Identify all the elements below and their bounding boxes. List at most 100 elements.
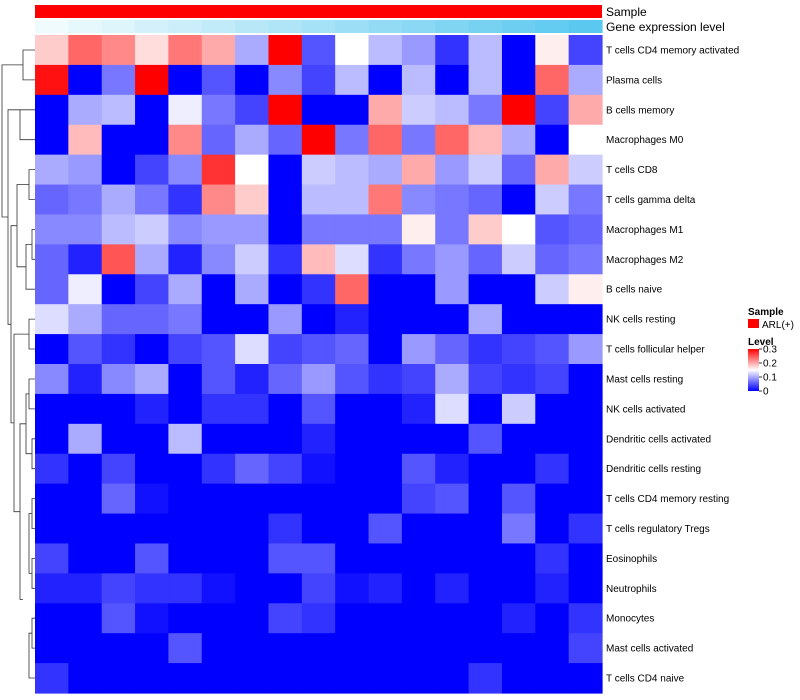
heatmap-cell <box>435 633 470 664</box>
heatmap-cell <box>568 543 603 574</box>
heatmap-cell <box>335 244 370 275</box>
heatmap-cell <box>135 603 170 634</box>
heatmap-cell <box>268 483 303 515</box>
heatmap-cell <box>301 274 336 305</box>
legend-color-bar <box>748 349 759 391</box>
heatmap-cell <box>101 364 136 395</box>
legend-ticks: 0.3 0.2 0.1 0 <box>759 345 777 398</box>
heatmap-cell <box>168 64 203 96</box>
heatmap-cell <box>35 214 69 245</box>
heatmap-cell <box>435 423 470 455</box>
heatmap-cell <box>101 64 136 96</box>
heatmap-cell <box>101 513 136 545</box>
gene-expression-annotation-cell <box>435 20 470 33</box>
heatmap-cell <box>268 453 303 485</box>
heatmap-cell <box>168 393 203 425</box>
row-label: B cells naive <box>606 285 663 296</box>
heatmap-cell <box>368 603 403 634</box>
heatmap-cell <box>535 184 570 216</box>
row-label: T cells gamma delta <box>606 195 696 206</box>
heatmap-cell <box>301 603 336 634</box>
heatmap-cell <box>501 244 536 275</box>
heatmap-cell <box>368 423 403 455</box>
heatmap-cell <box>235 304 270 335</box>
heatmap-cell <box>335 364 370 395</box>
heatmap-cell <box>468 603 503 634</box>
heatmap-cell <box>35 423 69 455</box>
heatmap-cell <box>35 94 69 126</box>
heatmap-cell <box>501 184 536 216</box>
row-label: Eosinophils <box>606 554 657 565</box>
gene-expression-annotation-cell <box>101 20 136 33</box>
heatmap-cell <box>535 543 570 574</box>
heatmap-cell <box>168 633 203 664</box>
heatmap-cell <box>135 154 170 186</box>
heatmap-cell <box>68 214 103 245</box>
heatmap-cell <box>35 393 69 425</box>
heatmap-cell <box>68 663 103 694</box>
heatmap-cell <box>401 364 436 395</box>
heatmap-cell <box>535 304 570 335</box>
gene-expression-annotation-cell <box>501 20 536 33</box>
heatmap-cell <box>301 573 336 604</box>
dendrogram-branch <box>28 632 35 679</box>
heatmap-cell <box>435 453 470 485</box>
heatmap-cell <box>401 423 436 455</box>
heatmap-cell <box>335 124 370 156</box>
heatmap-cell <box>568 393 603 425</box>
heatmap-cell <box>35 244 69 275</box>
heatmap-cell <box>268 214 303 245</box>
heatmap-cell <box>235 94 270 126</box>
gene-expression-annotation-cell <box>168 20 203 33</box>
heatmap-cell <box>35 603 69 634</box>
heatmap-cell <box>301 364 336 395</box>
heatmap-cell <box>35 364 69 395</box>
heatmap-cell <box>401 124 436 156</box>
heatmap-cell <box>535 483 570 515</box>
heatmap-cell <box>35 274 69 305</box>
row-label: Monocytes <box>606 614 654 625</box>
row-label: Macrophages M1 <box>606 225 684 236</box>
heatmap-cell <box>468 453 503 485</box>
heatmap-cell <box>535 154 570 186</box>
heatmap-cell <box>101 94 136 126</box>
row-label: Dendritic cells activated <box>606 434 711 445</box>
heatmap-cell <box>201 124 236 156</box>
heatmap-cell <box>301 124 336 156</box>
heatmap-cell <box>168 154 203 186</box>
dendrogram-branch <box>31 438 35 470</box>
row-labels: T cells CD4 memory activated Plasma cells… <box>606 46 739 685</box>
heatmap-cell <box>101 543 136 574</box>
heatmap-cell <box>235 334 270 365</box>
heatmap-cell <box>268 423 303 455</box>
gene-expression-annotation-cell <box>535 20 570 33</box>
gene-expression-annotation-cell <box>568 20 603 33</box>
heatmap-cell <box>335 214 370 245</box>
heatmap-cell <box>535 274 570 305</box>
heatmap-cell <box>101 35 136 66</box>
heatmap-cell <box>201 603 236 634</box>
heatmap-cell <box>501 663 536 694</box>
heatmap-cell <box>568 154 603 186</box>
heatmap-cell <box>201 214 236 245</box>
row-label: NK cells activated <box>606 404 685 415</box>
row-label: Macrophages M2 <box>606 255 684 266</box>
heatmap-cell <box>135 543 170 574</box>
heatmap-cell <box>368 304 403 335</box>
heatmap-cell <box>568 573 603 604</box>
heatmap-cell <box>168 35 203 66</box>
gene-expression-annotation-cell <box>268 20 303 33</box>
heatmap-cell <box>335 94 370 126</box>
heatmap-cell <box>368 543 403 574</box>
row-label: Plasma cells <box>606 75 662 86</box>
column-annotations <box>35 5 603 33</box>
heatmap-cell <box>335 334 370 365</box>
gene-expression-annotation-cell <box>335 20 370 33</box>
heatmap-cell <box>535 603 570 634</box>
heatmap-cell <box>201 64 236 96</box>
heatmap-cell <box>535 64 570 96</box>
heatmap-cell <box>235 633 270 664</box>
heatmap-cell <box>568 423 603 455</box>
row-label: Mast cells activated <box>606 644 693 655</box>
dendrogram-branch <box>1 64 23 218</box>
